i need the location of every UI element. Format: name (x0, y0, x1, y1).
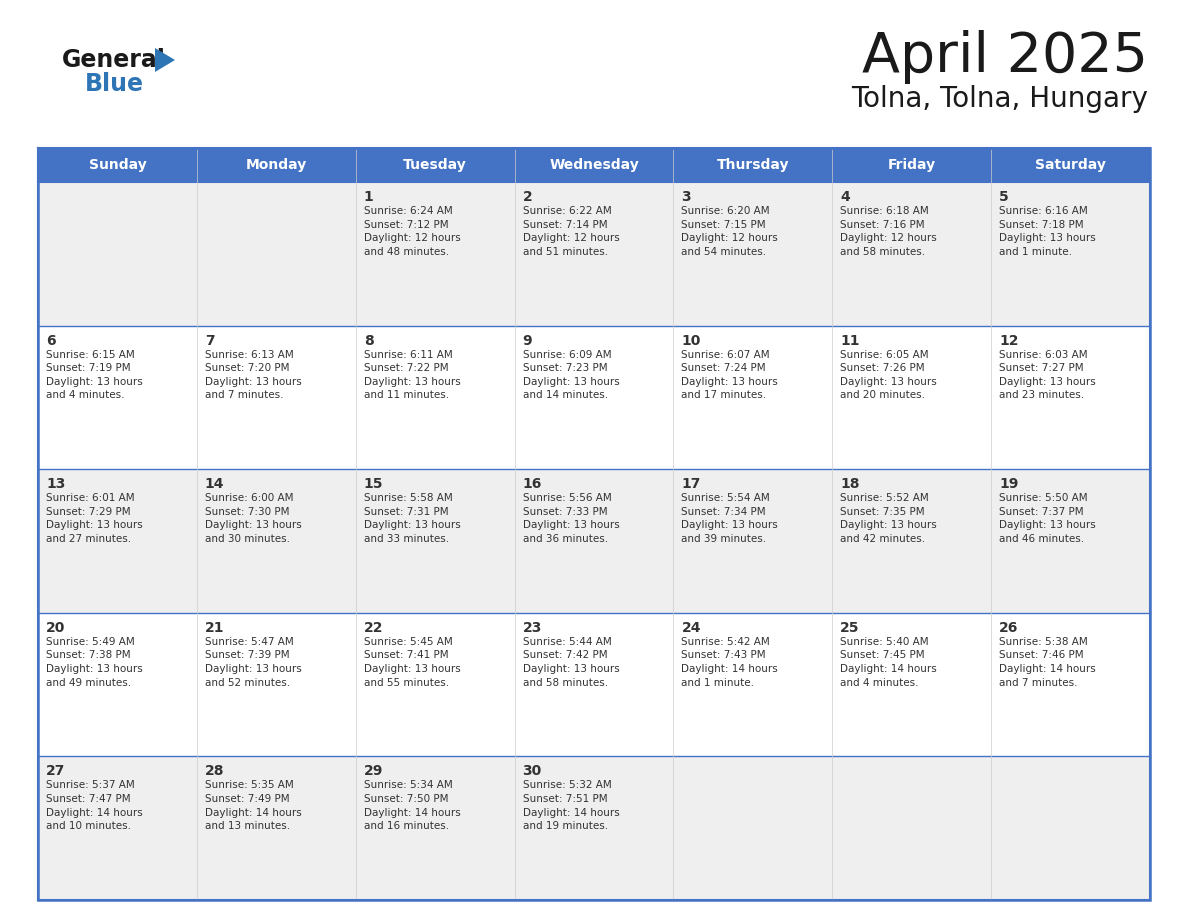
Text: Sunrise: 6:16 AM
Sunset: 7:18 PM
Daylight: 13 hours
and 1 minute.: Sunrise: 6:16 AM Sunset: 7:18 PM Dayligh… (999, 206, 1095, 257)
Bar (38, 148, 1150, 900)
Text: 21: 21 (204, 621, 225, 635)
Text: Sunrise: 5:50 AM
Sunset: 7:37 PM
Daylight: 13 hours
and 46 minutes.: Sunrise: 5:50 AM Sunset: 7:37 PM Dayligh… (999, 493, 1095, 544)
Text: 8: 8 (364, 333, 373, 348)
Text: 15: 15 (364, 477, 384, 491)
Text: Sunrise: 6:11 AM
Sunset: 7:22 PM
Daylight: 13 hours
and 11 minutes.: Sunrise: 6:11 AM Sunset: 7:22 PM Dayligh… (364, 350, 461, 400)
Bar (38, 148, 1150, 182)
Text: 25: 25 (840, 621, 860, 635)
Text: Sunrise: 6:24 AM
Sunset: 7:12 PM
Daylight: 12 hours
and 48 minutes.: Sunrise: 6:24 AM Sunset: 7:12 PM Dayligh… (364, 206, 461, 257)
Text: 4: 4 (840, 190, 851, 204)
Text: Sunrise: 5:45 AM
Sunset: 7:41 PM
Daylight: 13 hours
and 55 minutes.: Sunrise: 5:45 AM Sunset: 7:41 PM Dayligh… (364, 637, 461, 688)
Text: 9: 9 (523, 333, 532, 348)
Text: Sunrise: 5:35 AM
Sunset: 7:49 PM
Daylight: 14 hours
and 13 minutes.: Sunrise: 5:35 AM Sunset: 7:49 PM Dayligh… (204, 780, 302, 831)
Text: 12: 12 (999, 333, 1018, 348)
Polygon shape (154, 48, 175, 72)
Text: 6: 6 (46, 333, 56, 348)
Text: Monday: Monday (246, 158, 307, 172)
Text: April 2025: April 2025 (862, 30, 1148, 84)
Text: 28: 28 (204, 765, 225, 778)
Text: Sunrise: 6:09 AM
Sunset: 7:23 PM
Daylight: 13 hours
and 14 minutes.: Sunrise: 6:09 AM Sunset: 7:23 PM Dayligh… (523, 350, 619, 400)
Text: 13: 13 (46, 477, 65, 491)
Text: 29: 29 (364, 765, 383, 778)
Text: Sunrise: 5:34 AM
Sunset: 7:50 PM
Daylight: 14 hours
and 16 minutes.: Sunrise: 5:34 AM Sunset: 7:50 PM Dayligh… (364, 780, 461, 831)
Text: Tolna, Tolna, Hungary: Tolna, Tolna, Hungary (851, 85, 1148, 113)
Text: Friday: Friday (887, 158, 936, 172)
Bar (38, 613, 1150, 756)
Text: Sunrise: 6:01 AM
Sunset: 7:29 PM
Daylight: 13 hours
and 27 minutes.: Sunrise: 6:01 AM Sunset: 7:29 PM Dayligh… (46, 493, 143, 544)
Text: Sunrise: 6:20 AM
Sunset: 7:15 PM
Daylight: 12 hours
and 54 minutes.: Sunrise: 6:20 AM Sunset: 7:15 PM Dayligh… (682, 206, 778, 257)
Text: Sunrise: 5:58 AM
Sunset: 7:31 PM
Daylight: 13 hours
and 33 minutes.: Sunrise: 5:58 AM Sunset: 7:31 PM Dayligh… (364, 493, 461, 544)
Text: 5: 5 (999, 190, 1009, 204)
Text: 24: 24 (682, 621, 701, 635)
Text: General: General (62, 48, 166, 72)
Text: Sunday: Sunday (89, 158, 146, 172)
Text: 27: 27 (46, 765, 65, 778)
Text: Sunrise: 5:54 AM
Sunset: 7:34 PM
Daylight: 13 hours
and 39 minutes.: Sunrise: 5:54 AM Sunset: 7:34 PM Dayligh… (682, 493, 778, 544)
Text: 3: 3 (682, 190, 691, 204)
Text: 19: 19 (999, 477, 1018, 491)
Text: Sunrise: 6:07 AM
Sunset: 7:24 PM
Daylight: 13 hours
and 17 minutes.: Sunrise: 6:07 AM Sunset: 7:24 PM Dayligh… (682, 350, 778, 400)
Text: Saturday: Saturday (1035, 158, 1106, 172)
Text: 14: 14 (204, 477, 225, 491)
Text: Sunrise: 5:42 AM
Sunset: 7:43 PM
Daylight: 14 hours
and 1 minute.: Sunrise: 5:42 AM Sunset: 7:43 PM Dayligh… (682, 637, 778, 688)
Text: 17: 17 (682, 477, 701, 491)
Bar (38, 182, 1150, 326)
Text: Sunrise: 5:47 AM
Sunset: 7:39 PM
Daylight: 13 hours
and 52 minutes.: Sunrise: 5:47 AM Sunset: 7:39 PM Dayligh… (204, 637, 302, 688)
Text: Sunrise: 6:05 AM
Sunset: 7:26 PM
Daylight: 13 hours
and 20 minutes.: Sunrise: 6:05 AM Sunset: 7:26 PM Dayligh… (840, 350, 937, 400)
Text: Blue: Blue (86, 72, 144, 96)
Text: Sunrise: 5:56 AM
Sunset: 7:33 PM
Daylight: 13 hours
and 36 minutes.: Sunrise: 5:56 AM Sunset: 7:33 PM Dayligh… (523, 493, 619, 544)
Text: 20: 20 (46, 621, 65, 635)
Bar (38, 326, 1150, 469)
Bar (38, 469, 1150, 613)
Text: Sunrise: 6:03 AM
Sunset: 7:27 PM
Daylight: 13 hours
and 23 minutes.: Sunrise: 6:03 AM Sunset: 7:27 PM Dayligh… (999, 350, 1095, 400)
Text: 7: 7 (204, 333, 215, 348)
Text: Sunrise: 5:44 AM
Sunset: 7:42 PM
Daylight: 13 hours
and 58 minutes.: Sunrise: 5:44 AM Sunset: 7:42 PM Dayligh… (523, 637, 619, 688)
Text: Sunrise: 6:13 AM
Sunset: 7:20 PM
Daylight: 13 hours
and 7 minutes.: Sunrise: 6:13 AM Sunset: 7:20 PM Dayligh… (204, 350, 302, 400)
Text: 30: 30 (523, 765, 542, 778)
Text: 22: 22 (364, 621, 384, 635)
Text: 2: 2 (523, 190, 532, 204)
Text: Sunrise: 6:00 AM
Sunset: 7:30 PM
Daylight: 13 hours
and 30 minutes.: Sunrise: 6:00 AM Sunset: 7:30 PM Dayligh… (204, 493, 302, 544)
Text: Sunrise: 5:38 AM
Sunset: 7:46 PM
Daylight: 14 hours
and 7 minutes.: Sunrise: 5:38 AM Sunset: 7:46 PM Dayligh… (999, 637, 1095, 688)
Text: Sunrise: 5:40 AM
Sunset: 7:45 PM
Daylight: 14 hours
and 4 minutes.: Sunrise: 5:40 AM Sunset: 7:45 PM Dayligh… (840, 637, 937, 688)
Text: Sunrise: 6:15 AM
Sunset: 7:19 PM
Daylight: 13 hours
and 4 minutes.: Sunrise: 6:15 AM Sunset: 7:19 PM Dayligh… (46, 350, 143, 400)
Text: Sunrise: 5:37 AM
Sunset: 7:47 PM
Daylight: 14 hours
and 10 minutes.: Sunrise: 5:37 AM Sunset: 7:47 PM Dayligh… (46, 780, 143, 831)
Text: 16: 16 (523, 477, 542, 491)
Bar (38, 756, 1150, 900)
Text: Sunrise: 5:49 AM
Sunset: 7:38 PM
Daylight: 13 hours
and 49 minutes.: Sunrise: 5:49 AM Sunset: 7:38 PM Dayligh… (46, 637, 143, 688)
Text: 11: 11 (840, 333, 860, 348)
Text: Tuesday: Tuesday (403, 158, 467, 172)
Text: Wednesday: Wednesday (549, 158, 639, 172)
Text: 18: 18 (840, 477, 860, 491)
Text: Thursday: Thursday (716, 158, 789, 172)
Text: 10: 10 (682, 333, 701, 348)
Text: 23: 23 (523, 621, 542, 635)
Text: Sunrise: 6:22 AM
Sunset: 7:14 PM
Daylight: 12 hours
and 51 minutes.: Sunrise: 6:22 AM Sunset: 7:14 PM Dayligh… (523, 206, 619, 257)
Text: Sunrise: 5:32 AM
Sunset: 7:51 PM
Daylight: 14 hours
and 19 minutes.: Sunrise: 5:32 AM Sunset: 7:51 PM Dayligh… (523, 780, 619, 831)
Text: Sunrise: 5:52 AM
Sunset: 7:35 PM
Daylight: 13 hours
and 42 minutes.: Sunrise: 5:52 AM Sunset: 7:35 PM Dayligh… (840, 493, 937, 544)
Text: Sunrise: 6:18 AM
Sunset: 7:16 PM
Daylight: 12 hours
and 58 minutes.: Sunrise: 6:18 AM Sunset: 7:16 PM Dayligh… (840, 206, 937, 257)
Text: 1: 1 (364, 190, 373, 204)
Text: 26: 26 (999, 621, 1018, 635)
